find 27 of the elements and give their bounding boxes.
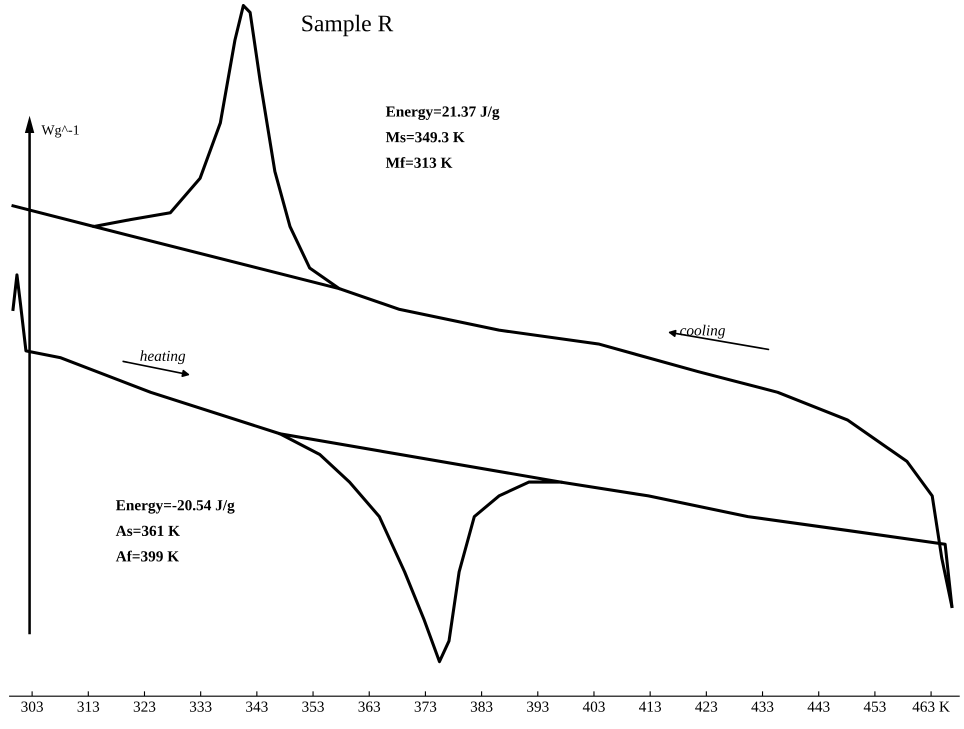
chart-title: Sample R <box>302 14 394 36</box>
x-tick-label: 443 <box>808 702 830 712</box>
x-tick-label: 353 <box>302 702 324 712</box>
annotation: Energy=-20.54 J/g <box>116 500 235 514</box>
annotation: Energy=21.37 J/g <box>386 106 500 120</box>
y-axis-title: Wg^-1 <box>41 125 79 138</box>
x-tick-label: 333 <box>190 702 212 712</box>
annotation: Af=399 K <box>116 550 180 562</box>
annotation: As=361 K <box>116 526 180 536</box>
x-tick-label: 433 <box>751 702 774 712</box>
x-tick-label: 343 <box>246 702 268 712</box>
x-tick-label: 303 <box>21 702 43 712</box>
x-tick-label: 373 <box>414 702 436 712</box>
x-tick-label: 463 K <box>912 702 950 712</box>
x-tick-label: 413 <box>639 702 662 712</box>
annotation: Mf=313 K <box>386 156 452 168</box>
x-tick-label: 423 <box>695 702 718 712</box>
annotation: heating <box>140 350 186 364</box>
x-tick-label: 403 <box>582 702 605 712</box>
x-tick-label: 313 <box>78 702 100 712</box>
annotation: Ms=349.3 K <box>386 132 465 142</box>
x-tick-label: 363 <box>358 702 380 712</box>
x-tick-label: 323 <box>134 702 156 712</box>
x-tick-label: 383 <box>470 702 492 712</box>
annotation: cooling <box>680 324 725 339</box>
x-tick-label: 453 <box>864 702 886 712</box>
x-tick-label: 393 <box>527 702 549 712</box>
